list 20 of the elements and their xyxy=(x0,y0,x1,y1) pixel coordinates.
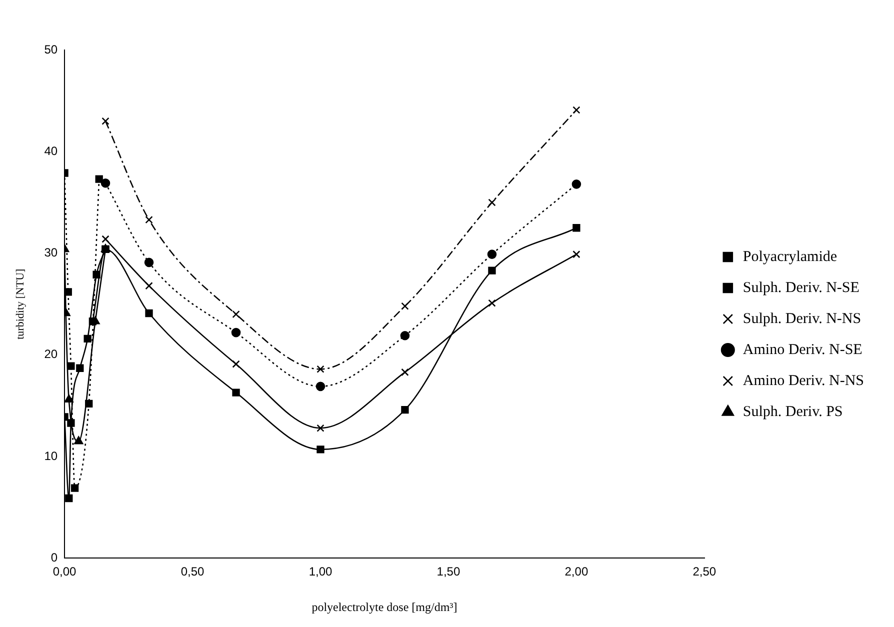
y-axis-title: turbidity [NTU] xyxy=(14,268,26,340)
x-tick-label: 1,00 xyxy=(308,564,332,579)
y-tick-label: 20 xyxy=(44,347,58,362)
legend-label: Polyacrylamide xyxy=(742,248,838,265)
x-tick-label: 2,00 xyxy=(564,564,588,579)
legend-label: Amino Deriv. N-NS xyxy=(742,372,864,389)
y-tick-label: 0 xyxy=(50,550,58,565)
x-tick-label: 2,50 xyxy=(692,564,716,579)
y-tick-label: 40 xyxy=(44,144,58,158)
legend-label: Sulph. Deriv. N-SE xyxy=(742,280,860,296)
legend-label: Sulph. Deriv. N-NS xyxy=(742,310,862,327)
x-axis-title: polyelectrolyte dose [mg/dm³] xyxy=(312,600,458,614)
y-tick-label: 50 xyxy=(44,42,58,56)
y-tick-label: 10 xyxy=(44,448,58,463)
legend-label: Amino Deriv. N-SE xyxy=(742,342,862,358)
legend-label: Sulph. Deriv. PS xyxy=(742,404,843,420)
x-tick-label: 1,50 xyxy=(436,564,460,579)
x-tick-label: 0,00 xyxy=(52,564,77,579)
x-tick-label: 0,50 xyxy=(180,564,205,579)
y-tick-label: 30 xyxy=(44,246,58,260)
